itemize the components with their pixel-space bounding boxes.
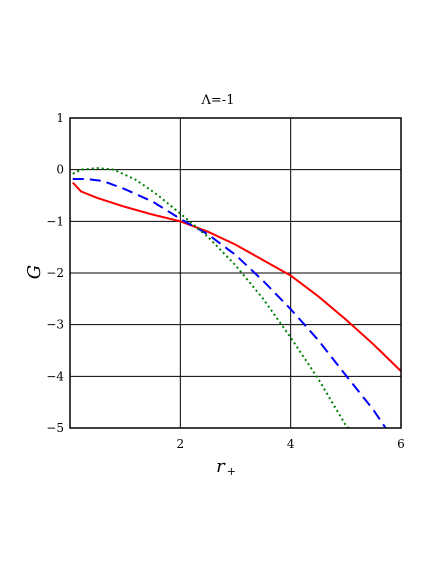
x-tick-labels: 2 4 6 (177, 437, 405, 451)
plot-frame (69, 117, 402, 429)
grid (70, 117, 402, 429)
y-tick-label: −1 (46, 214, 64, 228)
y-tick-label: −5 (46, 421, 64, 435)
y-axis-label: G (24, 265, 45, 279)
series-line-1 (72, 181, 402, 372)
series-line-3 (72, 167, 350, 429)
x-axis-label: r + (216, 456, 236, 478)
plot-series (72, 167, 402, 429)
y-tick-label: 0 (56, 163, 64, 177)
x-tick-label: 4 (287, 437, 295, 451)
x-tick-label: 2 (177, 437, 185, 451)
y-tick-label: −2 (46, 266, 64, 280)
y-tick-label: 1 (56, 111, 64, 125)
chart-title: Λ=-1 (201, 93, 235, 108)
series-line-2 (72, 178, 387, 429)
x-axis-label-text: r (216, 456, 226, 477)
x-axis-label-subscript: + (227, 465, 236, 478)
y-tick-label: −3 (46, 318, 64, 332)
y-tick-label: −4 (46, 369, 64, 383)
x-tick-label: 6 (397, 437, 405, 451)
y-axis-label-text: G (24, 265, 45, 279)
y-tick-labels: 1 0 −1 −2 −3 −4 −5 (46, 111, 64, 435)
